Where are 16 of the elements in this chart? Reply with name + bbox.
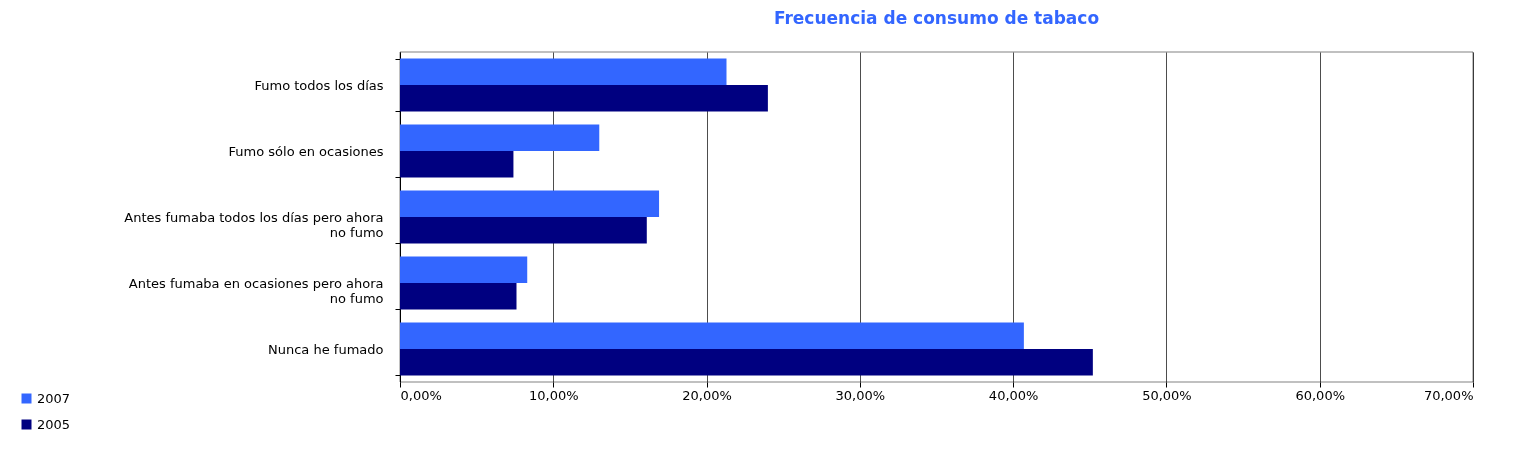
legend-label: 2005 xyxy=(37,416,71,432)
y-tick-label: Fumo sólo en ocasiones xyxy=(228,143,384,159)
legend-label: 2007 xyxy=(37,390,71,406)
chart-title: Frecuencia de consumo de tabaco xyxy=(773,8,1100,28)
x-tick-label: 30,00% xyxy=(835,387,886,403)
x-tick-label: 60,00% xyxy=(1295,387,1345,403)
y-tick-label: Nunca he fumado xyxy=(268,341,384,357)
y-tick-label: Fumo todos los días xyxy=(254,77,384,93)
x-tick-label: 0,00% xyxy=(400,387,442,403)
y-tick-label: Antes fumaba en ocasiones pero ahora no fumo xyxy=(128,275,384,306)
x-tick-label: 20,00% xyxy=(682,387,732,403)
x-tick-label: 10,00% xyxy=(529,387,579,403)
x-tick-label: 50,00% xyxy=(1142,387,1192,403)
x-tick-label: 70,00% xyxy=(1423,387,1474,403)
y-tick-label: Antes fumaba todos los días pero ahora no fumo xyxy=(124,209,384,240)
x-tick-label: 40,00% xyxy=(988,387,1039,403)
